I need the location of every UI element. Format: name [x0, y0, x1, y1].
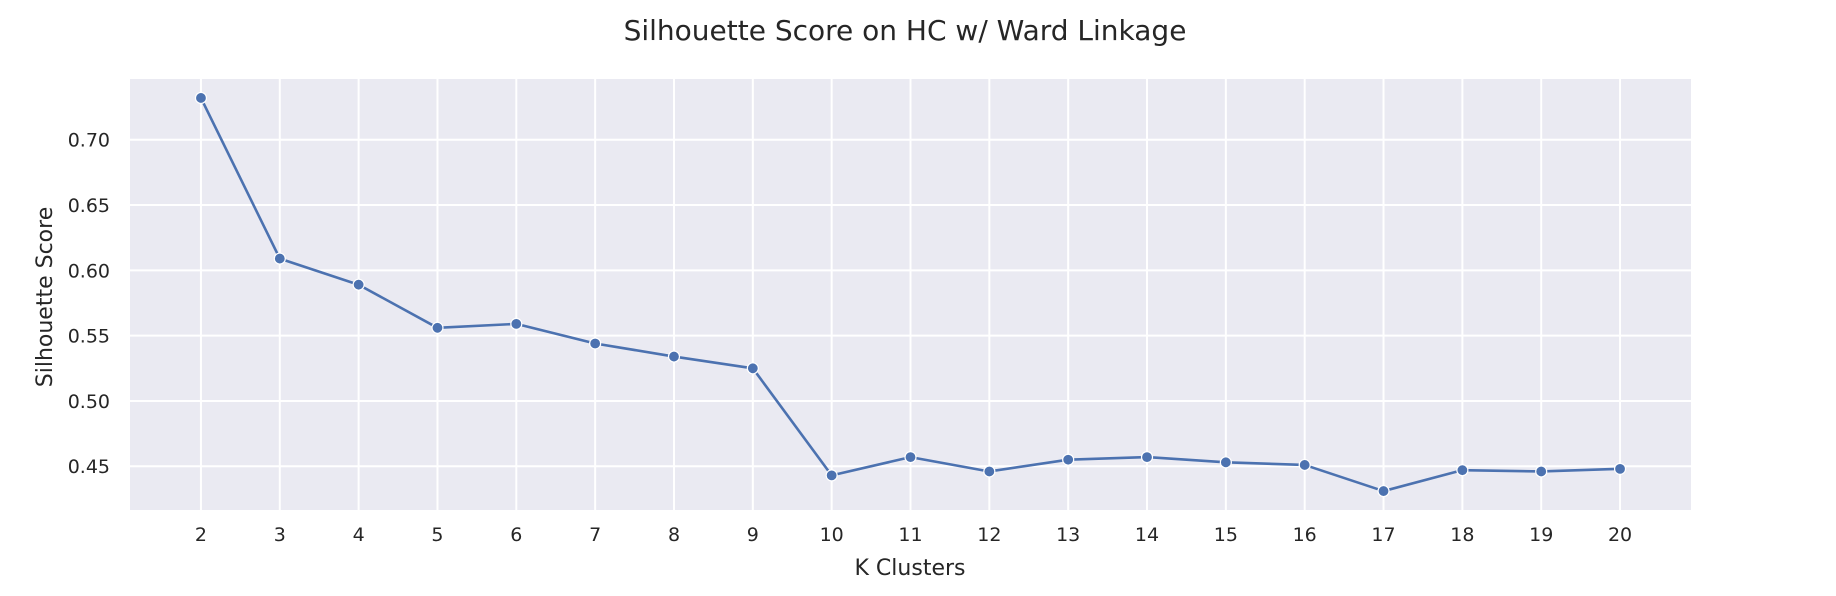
data-point [1140, 451, 1154, 464]
y-tick-label: 0.50 [68, 391, 110, 413]
x-tick-label: 15 [1214, 524, 1238, 546]
data-point [1456, 464, 1469, 477]
data-point [825, 469, 838, 482]
x-tick-label: 14 [1135, 524, 1159, 546]
series-layer [194, 91, 1627, 498]
x-tick-label: 2 [195, 524, 207, 546]
x-tick-labels: 2 3 4 5 6 7 8 9 10 11 12 13 14 15 16 17 18 19 20 [195, 524, 1632, 546]
y-axis-label: Silhouette Score [33, 207, 58, 387]
y-tick-label: 0.60 [68, 260, 110, 282]
x-axis-label: K Clusters [855, 556, 966, 581]
data-point [1219, 456, 1232, 469]
data-point [1377, 484, 1390, 498]
x-tick-label: 9 [747, 524, 759, 546]
data-point [1613, 462, 1627, 475]
x-gridlines [199, 79, 1622, 510]
x-tick-label: 11 [898, 524, 922, 546]
x-tick-label: 13 [1056, 524, 1080, 546]
x-tick-label: 5 [431, 524, 443, 546]
y-tick-label: 0.55 [68, 326, 110, 348]
x-tick-label: 7 [589, 524, 601, 546]
x-tick-label: 10 [820, 524, 844, 546]
data-point [1535, 465, 1548, 478]
data-point [983, 465, 996, 478]
x-tick-label: 16 [1293, 524, 1317, 546]
data-point [194, 91, 208, 105]
y-tick-label: 0.65 [68, 195, 110, 217]
x-tick-label: 6 [510, 524, 522, 546]
x-tick-label: 18 [1450, 524, 1474, 546]
data-point [352, 278, 365, 291]
x-tick-label: 4 [353, 524, 365, 546]
data-point [589, 337, 602, 350]
data-point [1062, 453, 1075, 466]
x-tick-label: 12 [977, 524, 1001, 546]
data-point [510, 317, 523, 330]
data-point [746, 362, 759, 375]
y-tick-labels: 0.45 0.50 0.55 0.60 0.65 0.70 [68, 130, 110, 479]
x-tick-label: 17 [1371, 524, 1395, 546]
data-point [273, 252, 286, 265]
x-tick-label: 3 [274, 524, 286, 546]
x-tick-label: 19 [1529, 524, 1553, 546]
x-tick-label: 20 [1608, 524, 1632, 546]
y-tick-label: 0.70 [68, 130, 110, 152]
data-point [667, 350, 681, 363]
y-tick-label: 0.45 [68, 456, 110, 478]
data-point [431, 321, 444, 334]
chart-title: Silhouette Score on HC w/ Ward Linkage [624, 14, 1187, 47]
data-point [904, 451, 917, 464]
data-point [1298, 458, 1311, 472]
x-tick-label: 8 [668, 524, 680, 546]
